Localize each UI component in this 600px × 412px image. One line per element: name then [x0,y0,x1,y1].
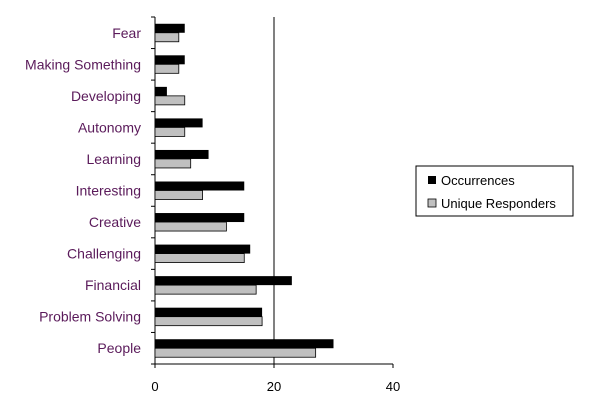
x-tick-label: 20 [267,379,281,394]
legend-swatch-occurrences [428,176,436,184]
bar-unique-responders [154,95,186,106]
x-axis-ticks: 0 20 40 [151,364,400,394]
bar-unique-responders [154,127,186,137]
bar-unique-responders [154,63,180,74]
category-label: Developing [71,88,141,104]
category-label: Creative [89,214,141,230]
bar-occurrences [155,23,185,33]
category-label: Problem Solving [39,309,141,325]
bar-occurrences [155,181,245,191]
category-label: Financial [85,277,141,293]
x-tick-label: 0 [151,379,158,394]
bar-unique-responders [154,221,227,232]
bar-unique-responders [154,158,192,169]
legend-swatch-unique-responders [427,198,437,208]
legend-label-unique-responders: Unique Responders [441,196,556,211]
category-label: Interesting [76,183,141,199]
bar-unique-responders [154,32,180,43]
category-label: Fear [112,25,141,41]
category-label: Autonomy [78,119,141,135]
legend-label-occurrences: Occurrences [441,173,515,188]
bar-occurrences [155,244,251,254]
category-label: People [97,340,141,356]
bars [154,23,334,358]
bar-occurrences [155,86,167,96]
x-tick-label: 40 [386,379,400,394]
legend-box [415,165,574,217]
bar-occurrences [155,149,209,159]
bar-occurrences [155,55,185,65]
bar-occurrences [155,118,203,128]
bar-unique-responders [154,190,203,200]
bar-unique-responders [154,316,263,327]
category-label: Learning [87,151,142,167]
bar-occurrences [155,276,292,286]
legend: Occurrences Unique Responders [415,165,574,217]
category-label: Challenging [67,246,141,262]
category-label: Making Something [25,56,141,72]
bar-occurrences [155,339,334,349]
bar-occurrences [155,213,245,223]
bar-unique-responders [154,347,317,358]
bar-occurrences [155,307,263,317]
bar-unique-responders [154,284,257,295]
bar-unique-responders [154,253,245,263]
category-labels: Fear Making Something Developing Autonomy Le… [25,25,141,356]
